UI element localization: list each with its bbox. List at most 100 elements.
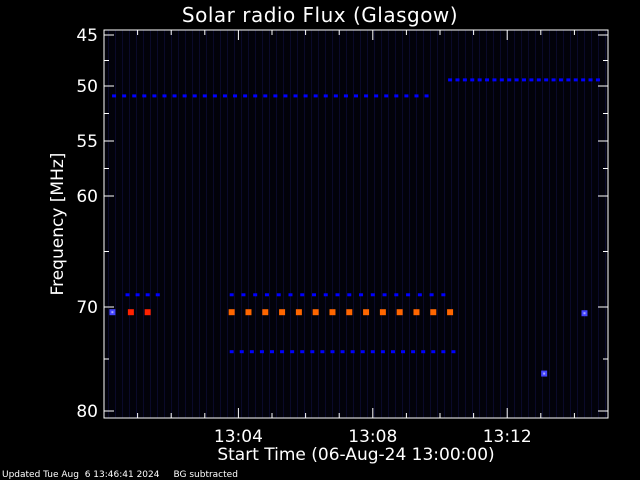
stripe (521, 30, 522, 418)
stripe (150, 30, 151, 418)
instrument-stripes (108, 30, 606, 418)
stripe (241, 30, 242, 418)
emission-mark (290, 350, 295, 354)
emission-mark (333, 94, 338, 98)
stripe (584, 30, 585, 418)
emission-point-core (543, 372, 546, 375)
stripe (535, 30, 536, 418)
y-axis-label: Frequency [MHz] (48, 152, 68, 296)
emission-mark (229, 293, 234, 297)
emission-mark (182, 94, 187, 98)
emission-mark (413, 309, 420, 316)
emission-mark (370, 350, 375, 354)
stripe (479, 30, 480, 418)
emission-mark (330, 350, 335, 354)
emission-mark (135, 293, 140, 297)
emission-mark (340, 350, 345, 354)
plot-area-background (104, 30, 608, 418)
emission-mark (273, 94, 278, 98)
stripe (129, 30, 130, 418)
stripe (598, 30, 599, 418)
emission-mark (245, 309, 252, 316)
stripe (311, 30, 312, 418)
emission-mark (477, 78, 482, 82)
stripe (136, 30, 137, 418)
stripe (283, 30, 284, 418)
emission-mark (262, 309, 269, 316)
emission-mark (430, 309, 437, 316)
emission-mark (276, 293, 281, 297)
stripe (290, 30, 291, 418)
stripe (374, 30, 375, 418)
emission-mark (431, 350, 436, 354)
stripe (416, 30, 417, 418)
stripe (164, 30, 165, 418)
emission-mark (394, 94, 399, 98)
stripe (528, 30, 529, 418)
stripe (542, 30, 543, 418)
stripe (451, 30, 452, 418)
stripe (381, 30, 382, 418)
stripe (346, 30, 347, 418)
stripe (143, 30, 144, 418)
stripe (262, 30, 263, 418)
x-axis-label: Start Time (06-Aug-24 13:00:00) (217, 445, 495, 465)
stripe (486, 30, 487, 418)
stripe (108, 30, 109, 418)
stripe (220, 30, 221, 418)
x-tick-label: 13:12 (483, 427, 532, 447)
emission-mark (264, 293, 269, 297)
emission-mark (595, 78, 600, 82)
x-tick-label: 13:08 (348, 427, 397, 447)
stripe (556, 30, 557, 418)
emission-mark (374, 94, 379, 98)
x-axis-ticks: 13:04 13:08 13:12 (137, 30, 575, 447)
emission-mark (411, 350, 416, 354)
emission-mark (414, 94, 419, 98)
emission-mark (499, 78, 504, 82)
stripe (325, 30, 326, 418)
emission-mark (283, 94, 288, 98)
stripe (206, 30, 207, 418)
stripe (437, 30, 438, 418)
stripe (493, 30, 494, 418)
stripe (255, 30, 256, 418)
emission-mark (390, 350, 395, 354)
emission-mark (451, 350, 456, 354)
emission-mark (529, 78, 534, 82)
emission-mark (394, 293, 399, 297)
emission-mark (310, 350, 315, 354)
emission-mark (417, 293, 422, 297)
emission-mark (228, 309, 235, 316)
emission-mark (280, 350, 285, 354)
emission-mark (350, 350, 355, 354)
stripe (122, 30, 123, 418)
emission-mark (152, 94, 157, 98)
emission-mark (222, 94, 227, 98)
footer: Updated Tue Aug 6 13:46:41 2024 BG subtra… (2, 470, 252, 480)
emission-mark (380, 350, 385, 354)
emission-mark (359, 293, 364, 297)
stripe (318, 30, 319, 418)
emission-mark (507, 78, 512, 82)
stripe (409, 30, 410, 418)
stripe (269, 30, 270, 418)
emission-mark (253, 94, 258, 98)
stripe (304, 30, 305, 418)
y-tick-label: 60 (76, 187, 98, 207)
emission-mark (263, 94, 268, 98)
stripe (353, 30, 354, 418)
emission-mark (303, 94, 308, 98)
emission-mark (320, 350, 325, 354)
emission-mark (243, 94, 248, 98)
emission-mark (448, 78, 453, 82)
stripe (507, 30, 508, 418)
stripe (423, 30, 424, 418)
emission-mark (112, 94, 117, 98)
y-axis-ticks: 45 50 55 60 70 80 (76, 26, 608, 422)
emission-mark (300, 293, 305, 297)
emission-mark (312, 293, 316, 297)
emission-mark (233, 94, 238, 98)
stripe (472, 30, 473, 418)
